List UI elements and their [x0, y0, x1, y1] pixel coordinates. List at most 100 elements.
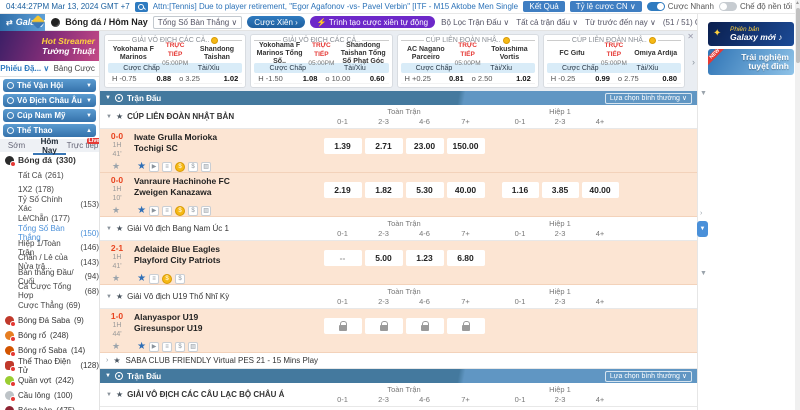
- sidebar-market-odd-even[interactable]: Lẻ/Chẵn (177): [0, 212, 99, 227]
- favorite-star-icon[interactable]: ★: [112, 161, 121, 171]
- match-filter-select[interactable]: Bộ Lọc Trận Đấu ∨: [441, 17, 510, 27]
- coin-icon[interactable]: $: [175, 161, 186, 172]
- all-matches-select[interactable]: Tất cả trận đấu ∨: [516, 17, 579, 27]
- market-select[interactable]: Tổng Số Bàn Thắng ∨: [152, 15, 243, 29]
- chevron-down-icon[interactable]: ▼: [106, 391, 112, 398]
- odds-cell[interactable]: H -1.50 1.08: [258, 73, 318, 83]
- sidebar-market-all[interactable]: Tất Cả (261): [0, 168, 99, 183]
- odds-cell[interactable]: 40.00: [446, 182, 485, 198]
- sidebar-market-first-last-goal[interactable]: Bàn thắng Đầu/ Cuối (94): [0, 268, 99, 286]
- auto-parlay-button[interactable]: ⚡ Trình tạo cược xiên tự động: [309, 16, 436, 28]
- odds-cell[interactable]: u 10.001.28: [321, 85, 388, 88]
- toggle-off-icon[interactable]: [718, 2, 737, 11]
- star-badge-icon[interactable]: ★: [137, 205, 147, 216]
- odds-cell[interactable]: u 3.250.88: [175, 85, 242, 88]
- quick-bet-toggle[interactable]: Cược Nhanh: [646, 2, 714, 11]
- chevron-down-icon[interactable]: ▼: [106, 225, 112, 232]
- subtab-early[interactable]: Sớm: [7, 141, 26, 150]
- sidebar-item-olympics[interactable]: Thế Vận Hội ▼: [3, 79, 96, 92]
- chart-icon[interactable]: ▥: [201, 205, 212, 216]
- odds-cell[interactable]: 5.00: [364, 250, 403, 266]
- favorite-star-icon[interactable]: ★: [115, 224, 124, 233]
- chevron-down-icon[interactable]: ▼: [700, 90, 707, 97]
- odds-cell[interactable]: 2.71: [364, 138, 403, 154]
- odds-cell[interactable]: o 2.50 1.02: [471, 73, 531, 83]
- stats-icon[interactable]: ≡: [162, 161, 173, 172]
- cashout-icon[interactable]: $: [188, 161, 199, 172]
- video-icon[interactable]: ▶: [149, 205, 160, 216]
- sidebar-market-correct-score[interactable]: Tỷ Số Chính Xác (153): [0, 195, 99, 213]
- odds-cell[interactable]: u 2.751.02: [614, 85, 681, 88]
- subtab-today[interactable]: Hôm Nay: [33, 137, 66, 155]
- sidebar-item-euro[interactable]: Vô Địch Châu Âu ▼: [3, 94, 96, 107]
- sidebar-sport-soccer[interactable]: Bóng đá (330): [0, 152, 99, 168]
- favorite-star-icon[interactable]: ★: [112, 341, 121, 351]
- tab-bet-board[interactable]: Bảng Cược: [53, 64, 95, 73]
- odds-cell[interactable]: 3.85: [541, 182, 579, 198]
- collapsed-league-row[interactable]: › ★ SABA CLUB FRIENDLY Virtual PES 21 - …: [100, 353, 697, 369]
- brand-logo[interactable]: ⇄ Galaxy: [0, 13, 46, 31]
- coin-icon[interactable]: $: [162, 273, 173, 284]
- odds-cell[interactable]: --: [323, 250, 362, 266]
- sidebar-sport-tennis[interactable]: Quần vợt (242): [0, 373, 99, 388]
- sidebar-market-half-odd-even[interactable]: Chẵn / Lẻ của Nửa trậ... (143): [0, 253, 99, 271]
- chevron-down-icon[interactable]: ▼: [106, 293, 112, 300]
- odds-cell[interactable]: A -0.251.03: [401, 85, 468, 88]
- stats-icon[interactable]: ≡: [162, 341, 173, 352]
- favorite-star-icon[interactable]: ★: [115, 390, 124, 399]
- results-button[interactable]: Kết Quả: [523, 1, 565, 12]
- coin-icon[interactable]: $: [175, 205, 186, 216]
- search-icon[interactable]: [134, 1, 148, 12]
- scroll-up-icon[interactable]: ▲: [795, 0, 800, 6]
- chart-icon[interactable]: ▥: [201, 161, 212, 172]
- normal-selection-button[interactable]: Lựa chọn bình thường ∨: [604, 92, 692, 104]
- favorite-star-icon[interactable]: ★: [115, 112, 124, 121]
- page-scrollbar[interactable]: ▲: [795, 0, 800, 410]
- sidebar-sport-saba-soccer[interactable]: Bóng Đá Saba (9): [0, 313, 99, 328]
- sidebar-sport-table-tennis[interactable]: Bóng bàn (475): [0, 403, 99, 410]
- star-badge-icon[interactable]: ★: [137, 341, 147, 352]
- odds-cell[interactable]: 40.00: [581, 182, 619, 198]
- sidebar-market-ht-ft[interactable]: Hiệp 1/Toàn Trận (146): [0, 239, 99, 257]
- sidebar-market-mix-parlay[interactable]: Cá Cược Tổng Hợp (68): [0, 282, 99, 300]
- odds-cell[interactable]: 1.16: [501, 182, 539, 198]
- sidebar-market-total-goals[interactable]: Tổng Số Bàn Thắng (150): [0, 224, 99, 242]
- scrollbar-thumb[interactable]: [795, 8, 800, 63]
- featured-card[interactable]: CÚP LIÊN ĐOÀN NHẬ.. AC Nagano Parceiro T…: [396, 34, 539, 88]
- promo-banner-experience[interactable]: NEW Trải nghiệm tuyệt đỉnh: [708, 49, 794, 75]
- featured-card[interactable]: GIẢI VÔ ĐỊCH CÁC CẢ.. Yokohama F Marinos…: [250, 34, 393, 88]
- cashout-icon[interactable]: $: [175, 273, 186, 284]
- odds-cell[interactable]: 1.39: [323, 138, 362, 154]
- odds-cell[interactable]: 2.19: [323, 182, 362, 198]
- chevron-right-icon[interactable]: ›: [692, 57, 695, 67]
- parlay-button[interactable]: Cược Xiên ›: [247, 16, 305, 28]
- odds-cell[interactable]: H -0.25 0.99: [550, 73, 610, 83]
- chevron-down-icon[interactable]: ▼: [106, 113, 112, 120]
- odds-cell[interactable]: A +0.751.04: [108, 85, 175, 88]
- cashout-icon[interactable]: $: [188, 205, 199, 216]
- promo-banner-galaxy[interactable]: ✦ Phiên bản Galaxy mới ♪: [708, 22, 794, 46]
- odds-cell[interactable]: A +1.500.76: [254, 85, 321, 88]
- chevron-right-icon[interactable]: ›: [700, 210, 703, 217]
- sidebar-item-sports[interactable]: Thể Thao ▲: [3, 124, 96, 137]
- star-badge-icon[interactable]: ★: [137, 161, 147, 172]
- promo-banner-streamer[interactable]: Hot Streamer Tường Thuật: [0, 31, 99, 61]
- collapse-panel-button[interactable]: ▼: [697, 221, 708, 237]
- odds-cell[interactable]: u 2.500.80: [468, 85, 535, 88]
- odds-cell[interactable]: 23.00: [405, 138, 444, 154]
- sidebar-market-1x2[interactable]: 1X2 (178): [0, 183, 99, 198]
- favorite-star-icon[interactable]: ★: [112, 205, 121, 215]
- star-badge-icon[interactable]: ★: [137, 273, 147, 284]
- sidebar-market-outright[interactable]: Cược Thẳng (69): [0, 299, 99, 314]
- favorite-star-icon[interactable]: ★: [112, 273, 121, 283]
- time-filter-select[interactable]: Từ trước đến nay ∨: [585, 17, 656, 27]
- close-icon[interactable]: ✕: [687, 32, 694, 41]
- odds-cell[interactable]: 1.82: [364, 182, 403, 198]
- sidebar-sport-esports[interactable]: Thể Thao Điện Tử (128): [0, 357, 99, 375]
- odds-type-button[interactable]: Tỷ lệ cược CN ∨: [569, 1, 642, 12]
- odds-cell[interactable]: 1.23: [405, 250, 444, 266]
- odds-cell[interactable]: o 2.75 0.80: [617, 73, 677, 83]
- video-icon[interactable]: ▶: [149, 341, 160, 352]
- tab-betslip[interactable]: Phiếu Đặ... ∨: [0, 64, 50, 73]
- odds-cell[interactable]: o 10.00 0.60: [325, 73, 385, 83]
